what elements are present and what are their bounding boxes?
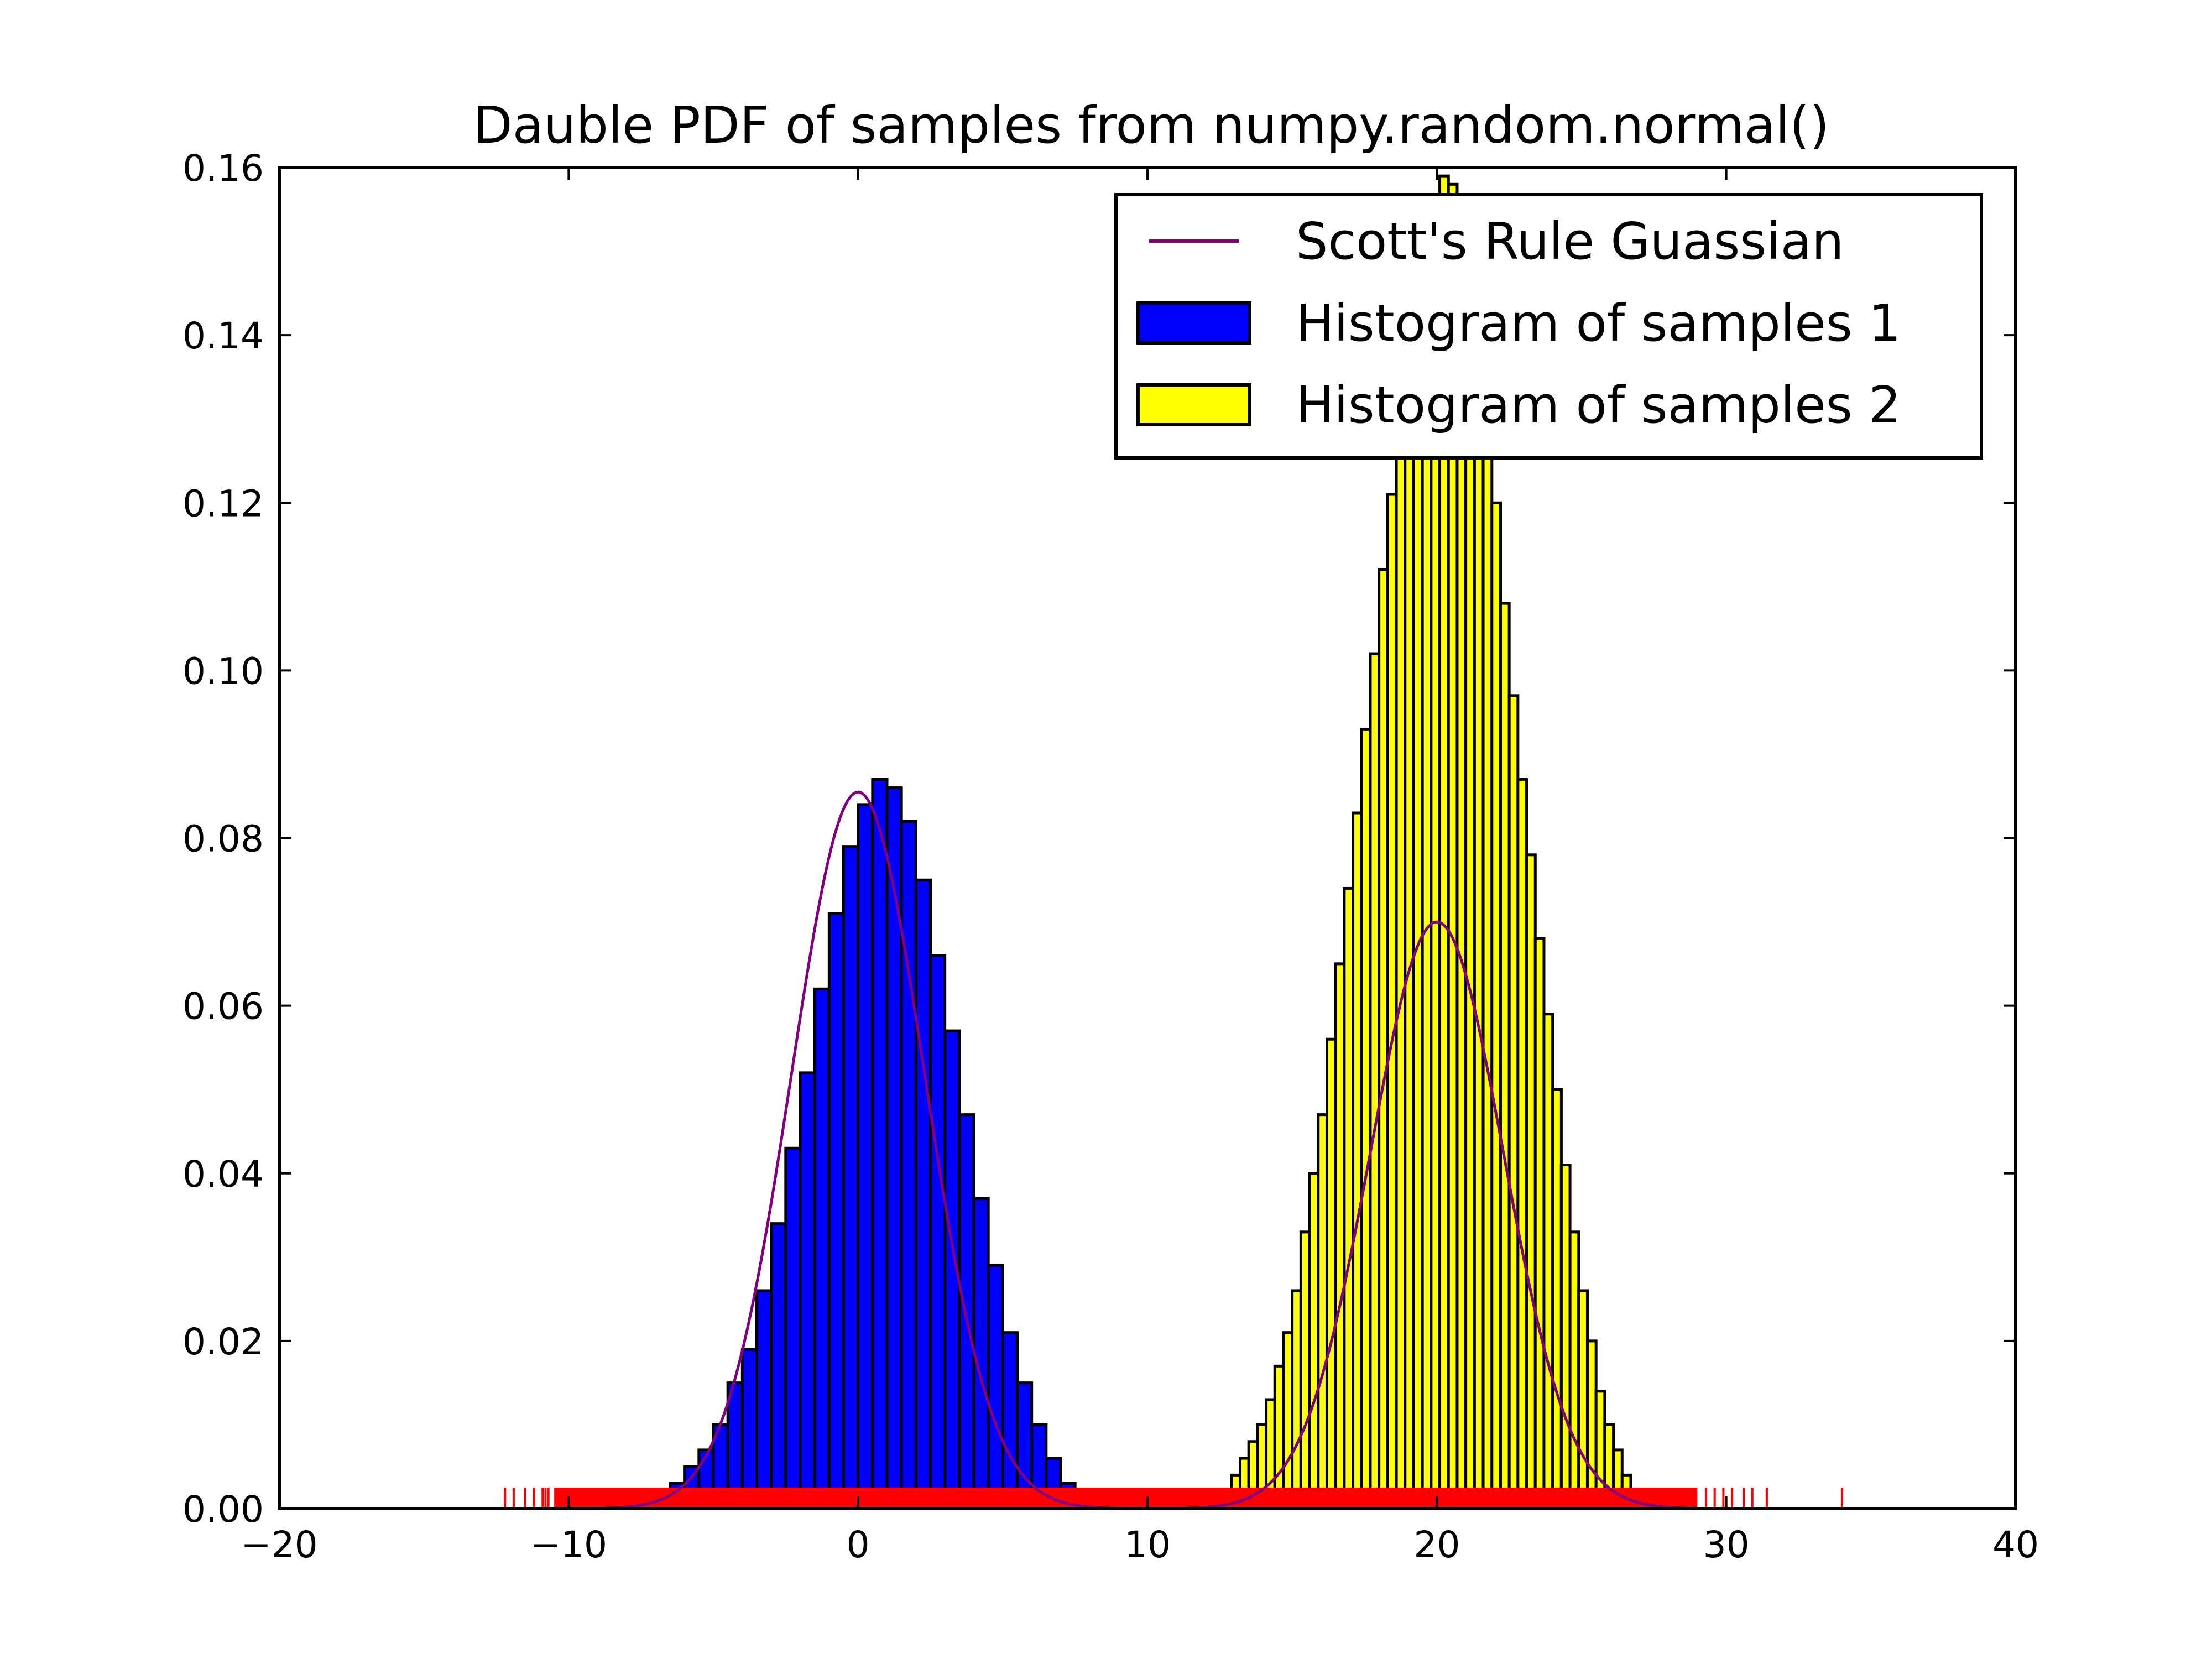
histogram-bar — [799, 1071, 816, 1509]
histogram-bar — [871, 778, 889, 1509]
x-tick-label: 20 — [1413, 1524, 1460, 1566]
axes: −20 −10 0 10 20 30 40 0.00 0.02 0.04 0.06 0.08 0.10 0… — [182, 147, 2039, 1566]
histogram-series-1 — [639, 778, 1077, 1509]
x-tick-label: 30 — [1703, 1524, 1750, 1566]
y-tick-label: 0.06 — [182, 985, 264, 1028]
histogram-bar — [987, 1264, 1004, 1509]
histogram-bar — [827, 912, 846, 1509]
x-tick-label: 0 — [847, 1524, 870, 1566]
y-tick-label: 0.02 — [182, 1321, 264, 1363]
legend: Scott's Rule Guassian Histogram of sample… — [1114, 193, 1983, 460]
histogram-bar — [842, 845, 860, 1509]
y-tick-label: 0.00 — [182, 1488, 264, 1531]
legend-patch-swatch — [1136, 383, 1251, 426]
histogram-bar — [914, 878, 932, 1509]
histogram-bar — [740, 1348, 759, 1509]
histogram-bar — [1001, 1331, 1019, 1509]
histogram-bar — [958, 1113, 975, 1509]
legend-patch-swatch — [1136, 301, 1251, 345]
x-tick-label: −20 — [241, 1524, 317, 1566]
histogram-bar — [755, 1289, 773, 1509]
y-tick-label: 0.08 — [182, 818, 264, 860]
histogram-bar — [857, 803, 874, 1509]
x-tick-label: 40 — [1992, 1524, 2039, 1566]
legend-label: Histogram of samples 1 — [1296, 294, 1901, 353]
y-tick-label: 0.14 — [182, 315, 264, 357]
chart-title: Dauble PDF of samples from numpy.random.… — [473, 96, 1829, 155]
legend-box — [1114, 193, 1983, 460]
histogram-bar — [770, 1222, 787, 1509]
y-tick-label: 0.10 — [182, 650, 264, 692]
y-tick-label: 0.12 — [182, 482, 264, 525]
y-tick-label: 0.16 — [182, 147, 264, 190]
y-tick-label: 0.04 — [182, 1153, 264, 1196]
legend-label: Histogram of samples 2 — [1296, 375, 1901, 435]
x-tick-label: 10 — [1124, 1524, 1171, 1566]
histogram-bar — [784, 1146, 802, 1509]
rug-plot — [504, 1488, 1843, 1509]
legend-label: Scott's Rule Guassian — [1296, 212, 1844, 271]
histogram-bar — [813, 987, 831, 1509]
histogram-bar — [900, 820, 917, 1509]
rug-dense-band — [554, 1488, 1698, 1509]
histogram-bar — [972, 1197, 990, 1509]
x-tick-label: −10 — [530, 1524, 607, 1566]
histogram-bar — [929, 954, 947, 1509]
